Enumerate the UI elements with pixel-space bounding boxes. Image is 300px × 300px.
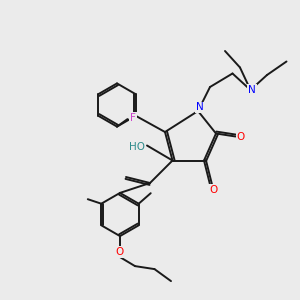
Text: N: N bbox=[248, 85, 256, 95]
Text: N: N bbox=[196, 102, 203, 112]
Text: HO: HO bbox=[128, 142, 145, 152]
Text: O: O bbox=[209, 185, 217, 195]
Text: O: O bbox=[116, 247, 124, 257]
Text: F: F bbox=[130, 112, 136, 123]
Text: O: O bbox=[237, 131, 245, 142]
